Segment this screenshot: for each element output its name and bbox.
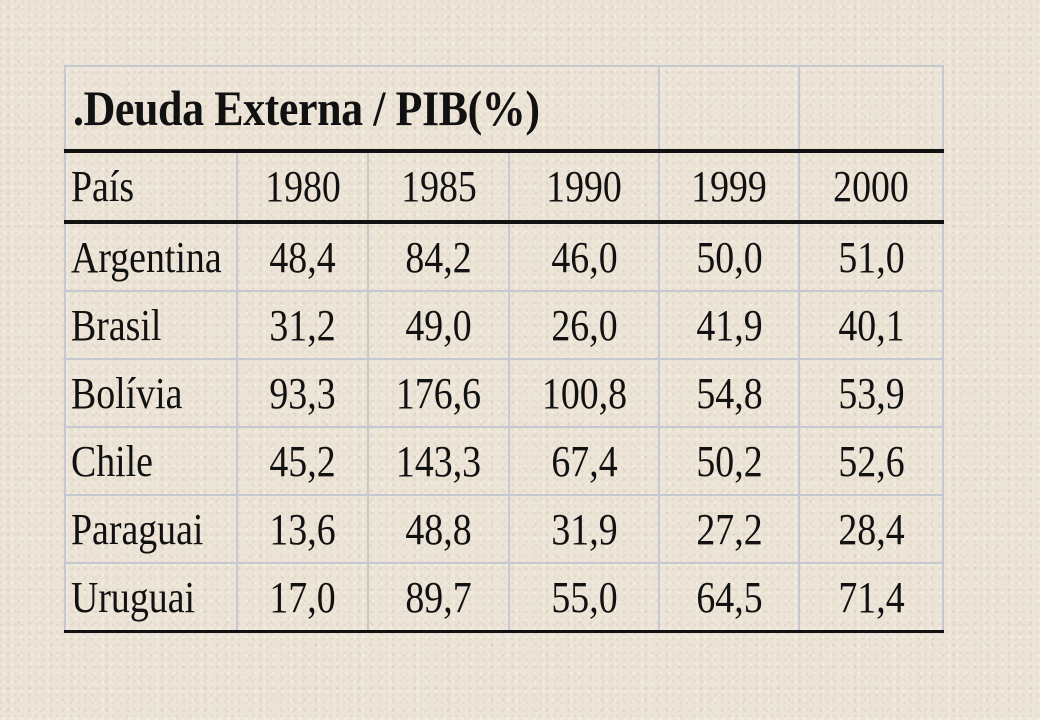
column-header-1985: 1985 <box>367 150 510 224</box>
country-cell: Uruguai <box>64 562 238 633</box>
country-cell: Chile <box>64 426 238 496</box>
value-cell: 55,0 <box>507 562 661 633</box>
value-cell: 50,0 <box>658 221 801 292</box>
header-row: País 1980 1985 1990 1999 2000 <box>64 150 945 224</box>
value-cell: 143,3 <box>367 426 510 496</box>
value-cell: 53,9 <box>798 358 945 428</box>
value-cell: 100,8 <box>507 358 661 428</box>
debt-gdp-table: .Deuda Externa / PIB(%) País 1980 1985 1… <box>63 65 945 633</box>
value-cell: 41,9 <box>658 290 801 360</box>
table-row: Uruguai 17,0 89,7 55,0 64,5 71,4 <box>64 562 945 633</box>
value-cell: 51,0 <box>798 221 945 292</box>
value-cell: 28,4 <box>798 494 945 564</box>
column-header-country: País <box>64 150 238 224</box>
country-cell: Paraguai <box>64 494 238 564</box>
value-cell: 54,8 <box>658 358 801 428</box>
value-cell: 40,1 <box>798 290 945 360</box>
table-row: Argentina 48,4 84,2 46,0 50,0 51,0 <box>64 221 945 292</box>
value-cell: 50,2 <box>658 426 801 496</box>
empty-title-cell <box>798 65 945 153</box>
value-cell: 31,9 <box>507 494 661 564</box>
value-cell: 93,3 <box>236 358 369 428</box>
value-cell: 84,2 <box>367 221 510 292</box>
table-row: Bolívia 93,3 176,6 100,8 54,8 53,9 <box>64 358 945 428</box>
value-cell: 49,0 <box>367 290 510 360</box>
country-cell: Brasil <box>64 290 238 360</box>
value-cell: 27,2 <box>658 494 801 564</box>
title-row: .Deuda Externa / PIB(%) <box>63 65 945 153</box>
value-cell: 26,0 <box>507 290 661 360</box>
value-cell: 71,4 <box>798 562 945 633</box>
country-cell: Argentina <box>64 221 238 292</box>
table-title: .Deuda Externa / PIB(%) <box>73 80 540 136</box>
table-row: Brasil 31,2 49,0 26,0 41,9 40,1 <box>64 290 945 360</box>
column-header-1990: 1990 <box>507 150 661 224</box>
value-cell: 48,4 <box>236 221 369 292</box>
table-title-cell: .Deuda Externa / PIB(%) <box>63 65 661 153</box>
value-cell: 89,7 <box>367 562 510 633</box>
value-cell: 13,6 <box>236 494 369 564</box>
value-cell: 52,6 <box>798 426 945 496</box>
column-header-1999: 1999 <box>658 150 801 224</box>
table-row: Paraguai 13,6 48,8 31,9 27,2 28,4 <box>64 494 945 564</box>
value-cell: 64,5 <box>658 562 801 633</box>
table-row: Chile 45,2 143,3 67,4 50,2 52,6 <box>64 426 945 496</box>
country-cell: Bolívia <box>64 358 238 428</box>
value-cell: 46,0 <box>507 221 661 292</box>
value-cell: 45,2 <box>236 426 369 496</box>
value-cell: 67,4 <box>507 426 661 496</box>
value-cell: 31,2 <box>236 290 369 360</box>
column-header-2000: 2000 <box>798 150 945 224</box>
value-cell: 176,6 <box>367 358 510 428</box>
debt-table-container: .Deuda Externa / PIB(%) País 1980 1985 1… <box>63 65 945 633</box>
empty-title-cell <box>658 65 801 153</box>
value-cell: 48,8 <box>367 494 510 564</box>
value-cell: 17,0 <box>236 562 369 633</box>
column-header-1980: 1980 <box>236 150 369 224</box>
